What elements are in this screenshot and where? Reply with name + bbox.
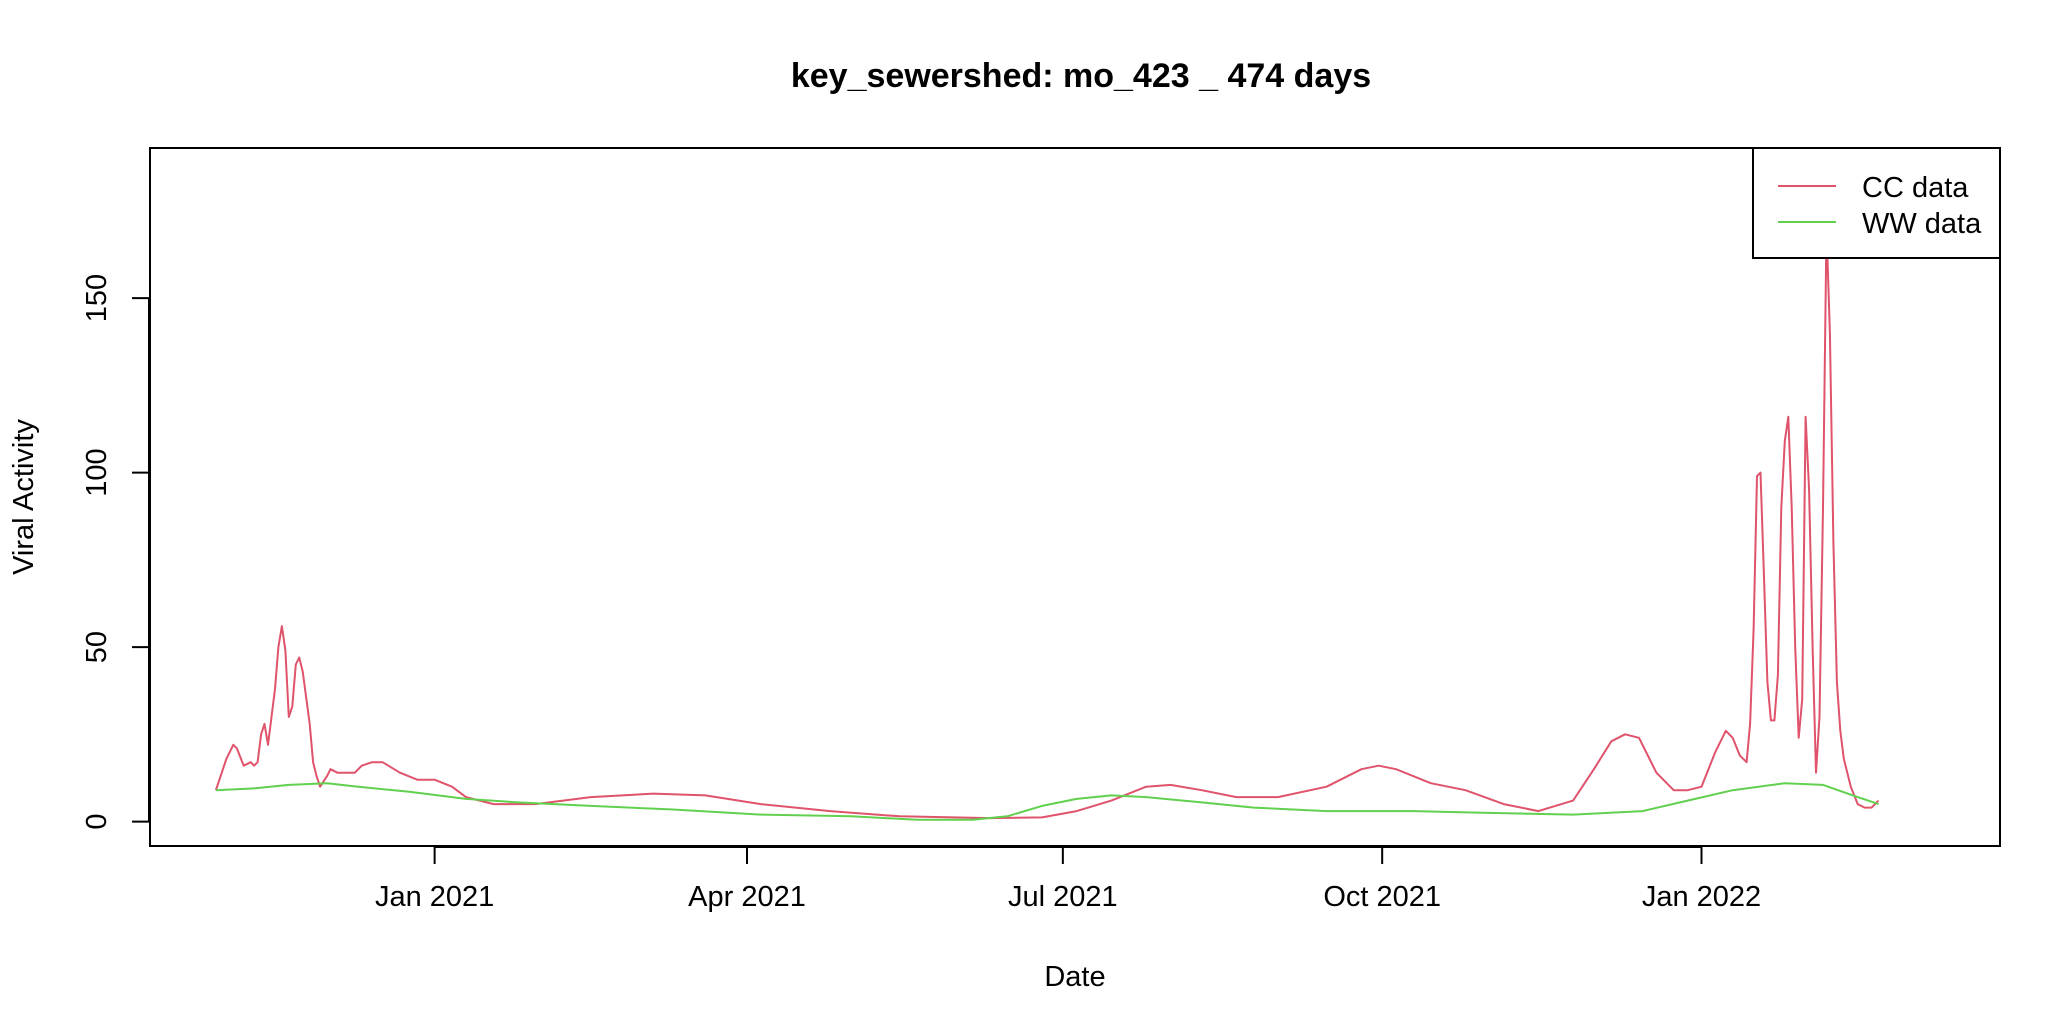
x-axis-label: Date <box>1044 961 1105 993</box>
x-tick-label: Jan 2022 <box>1642 881 1761 913</box>
legend: CC data WW data <box>1752 147 2001 259</box>
x-tick-label: Jan 2021 <box>375 881 494 913</box>
legend-label-ww-data: WW data <box>1862 208 1982 240</box>
y-tick-label: 50 <box>81 631 113 663</box>
chart-title: key_sewershed: mo_423 _ 474 days <box>791 57 1371 95</box>
y-tick-label: 150 <box>81 274 113 322</box>
legend-box <box>1752 147 2001 259</box>
x-tick-label: Apr 2021 <box>688 881 806 913</box>
y-tick-label: 0 <box>81 813 113 829</box>
plot-lines <box>214 227 1880 821</box>
legend-label-cc-data: CC data <box>1862 172 1969 204</box>
x-tick-label: Jul 2021 <box>1008 881 1118 913</box>
y-tick-label: 100 <box>81 448 113 496</box>
y-axis: 0 50 100 150 <box>81 274 150 830</box>
x-tick-label: Oct 2021 <box>1323 881 1441 913</box>
ww-data-line <box>215 782 1879 821</box>
plot-area-frame <box>149 147 2001 847</box>
y-axis-label: Viral Activity <box>8 419 40 575</box>
cc-data-line <box>214 227 1880 820</box>
x-axis: Jan 2021 Apr 2021 Jul 2021 Oct 2021 Jan 2022 <box>375 846 1761 913</box>
